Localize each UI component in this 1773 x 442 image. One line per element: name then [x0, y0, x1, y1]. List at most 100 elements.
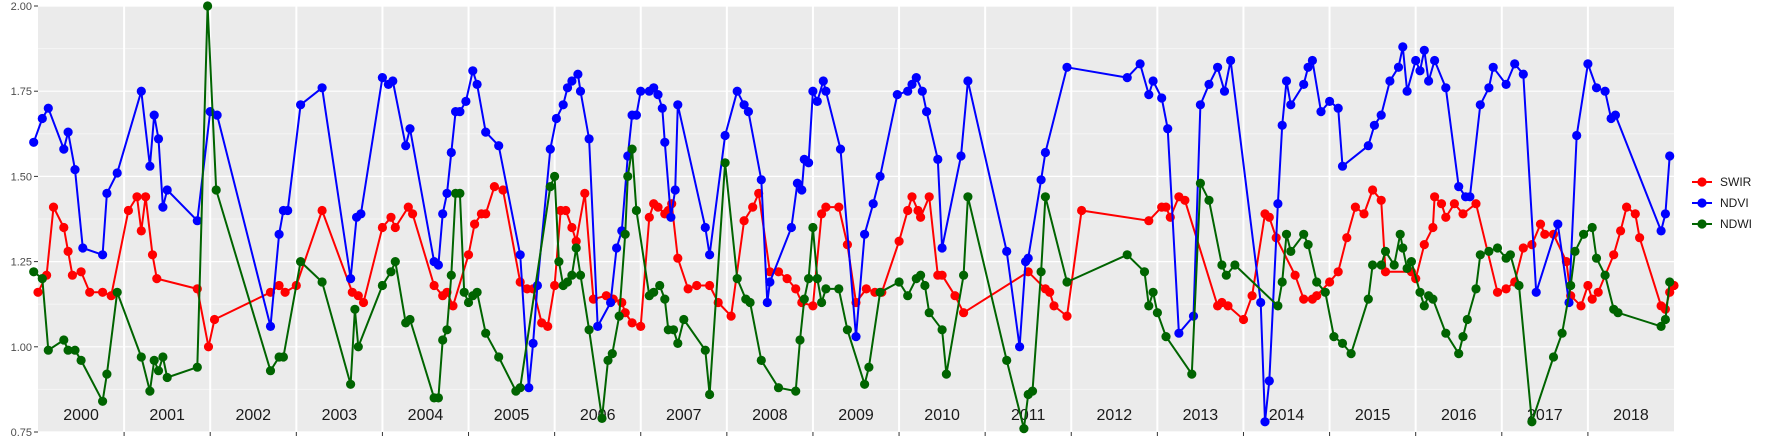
data-point-swir [1359, 209, 1369, 219]
data-point-ndvi [653, 90, 663, 100]
data-point-swir [448, 301, 458, 311]
data-point-swir [1342, 233, 1352, 243]
year-label: 2011 [1011, 407, 1046, 424]
data-point-ndwi [1548, 352, 1559, 362]
data-point-ndwi [1002, 355, 1012, 365]
data-point-ndwi [446, 270, 456, 280]
data-point-ndwi [1363, 294, 1373, 304]
data-point-swir [33, 287, 43, 297]
data-point-swir [470, 219, 480, 229]
data-point-swir [63, 246, 73, 256]
data-point-ndvi [903, 86, 913, 96]
data-point-swir [1635, 233, 1645, 243]
data-point-ndwi [1454, 349, 1464, 359]
data-point-ndwi [203, 1, 213, 11]
data-point-ndvi [1572, 130, 1582, 141]
data-point-ndvi [1518, 69, 1528, 79]
data-point-ndvi [212, 110, 222, 120]
data-point-ndwi [1566, 280, 1576, 291]
data-point-ndwi [679, 314, 689, 325]
data-point-swir [1380, 267, 1391, 277]
data-point-swir [489, 182, 499, 192]
data-point-ndvi [1256, 297, 1266, 308]
data-point-ndwi [346, 379, 356, 389]
data-point-swir [152, 274, 162, 284]
data-point-ndwi [162, 372, 172, 383]
data-point-ndvi [851, 332, 861, 342]
data-point-swir [571, 236, 581, 246]
data-point-ndwi [937, 325, 947, 335]
data-point-ndvi [524, 383, 534, 393]
data-point-ndvi [1419, 45, 1429, 55]
data-point-ndwi [353, 342, 363, 352]
data-point-ndvi [149, 110, 159, 120]
data-point-ndwi [795, 335, 805, 345]
y-tick-label: 1.75 [11, 86, 32, 98]
data-point-ndwi [59, 335, 69, 345]
data-point-ndwi [515, 383, 525, 393]
data-point-ndwi [1312, 277, 1322, 287]
y-axis: 0.75 1.00 1.25 1.50 1.75 2.00 [11, 1, 38, 439]
data-point-swir [791, 284, 801, 294]
data-point-ndwi [459, 287, 469, 297]
data-point-swir [627, 318, 637, 328]
data-point-ndwi [1591, 253, 1602, 263]
data-point-ndvi [1415, 66, 1425, 76]
data-point-swir [1471, 199, 1481, 209]
data-point-ndvi [136, 86, 146, 96]
data-point-ndvi [1195, 100, 1205, 110]
data-point-ndvi [700, 222, 710, 233]
data-point-swir [580, 188, 590, 198]
data-point-ndwi [812, 274, 822, 284]
data-point-ndvi [442, 188, 452, 198]
data-point-ndvi [1148, 76, 1158, 86]
data-point-ndvi [481, 127, 491, 137]
data-point-swir [1587, 294, 1597, 304]
data-point-ndvi [907, 79, 917, 89]
data-point-ndwi [1458, 332, 1468, 342]
data-point-ndwi [627, 144, 637, 154]
data-point-swir [353, 291, 363, 301]
data-point-ndwi [1376, 260, 1386, 270]
data-point-ndwi [655, 280, 665, 291]
data-point-swir [76, 267, 86, 277]
data-point-ndwi [442, 325, 452, 335]
data-point-ndwi [673, 338, 683, 348]
data-point-ndwi [1217, 260, 1227, 270]
data-point-swir [1180, 195, 1190, 205]
data-point-ndwi [1527, 417, 1537, 427]
data-point-ndvi [1122, 73, 1132, 83]
data-point-ndwi [584, 325, 594, 335]
data-point-ndvi [1333, 103, 1343, 113]
data-point-ndvi [494, 141, 504, 151]
data-point-ndwi [894, 277, 904, 287]
data-point-ndwi [603, 355, 613, 365]
data-point-ndwi [1492, 243, 1503, 253]
data-point-ndvi [63, 127, 73, 137]
data-point-swir [782, 274, 792, 284]
data-point-swir [386, 212, 396, 222]
data-point-ndwi [76, 355, 86, 365]
y-tick-label: 1.00 [11, 342, 32, 354]
data-point-swir [403, 202, 413, 212]
data-point-ndvi [1337, 161, 1348, 171]
data-point-ndwi [1040, 192, 1050, 202]
year-label: 2014 [1269, 407, 1305, 424]
data-point-ndvi [346, 274, 356, 284]
data-point-swir [1368, 185, 1378, 195]
data-point-ndvi [1307, 55, 1317, 66]
year-label: 2002 [235, 407, 271, 424]
year-label: 2001 [149, 407, 185, 424]
data-point-swir [916, 212, 926, 222]
data-point-ndvi [584, 134, 594, 144]
data-point-swir [1333, 267, 1343, 277]
data-point-ndwi [1428, 294, 1438, 304]
data-point-ndvi [804, 158, 814, 168]
data-point-ndwi [1230, 260, 1240, 270]
data-point-ndvi [821, 86, 831, 96]
data-point-ndvi [401, 141, 411, 151]
data-point-ndvi [1531, 287, 1541, 297]
data-point-ndvi [78, 243, 88, 253]
data-point-ndwi [317, 277, 327, 287]
data-point-ndvi [1260, 417, 1270, 427]
